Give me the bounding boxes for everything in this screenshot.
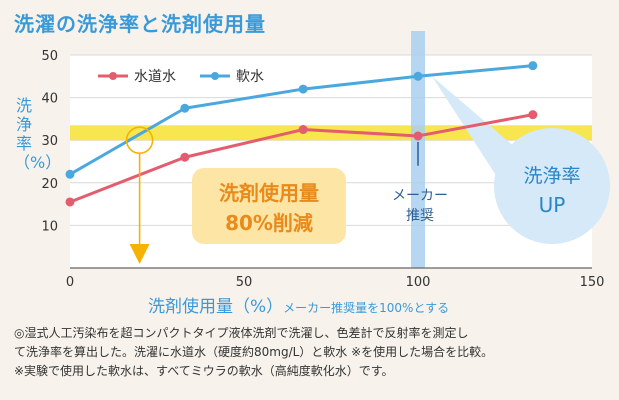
reduction-label: 洗剤使用量 — [219, 181, 319, 205]
data-point — [65, 197, 75, 207]
data-point — [180, 152, 190, 162]
up-label: 洗浄率 — [523, 165, 580, 187]
reduction-arrow-head — [129, 244, 150, 264]
data-point — [413, 131, 423, 141]
legend-label: 水道水 — [134, 69, 176, 85]
legend-marker — [211, 72, 219, 80]
data-point — [65, 169, 75, 179]
data-point — [413, 71, 423, 81]
x-axis-note: メーカー推奨量を100%とする — [283, 301, 450, 315]
y-tick-label: 40 — [41, 92, 58, 107]
recommended-label: メーカー — [392, 188, 448, 204]
x-tick-label: 100 — [406, 275, 431, 290]
y-tick-label: 10 — [41, 219, 58, 234]
x-tick-label: 0 — [66, 275, 74, 290]
y-tick-label: 20 — [41, 177, 58, 192]
page-title: 洗濯の洗浄率と洗剤使用量 — [14, 12, 266, 36]
data-point — [528, 61, 538, 71]
recommended-label: 推奨 — [406, 208, 434, 224]
footnote-line: ◎湿式人工汚染布を超コンパクトタイプ液体洗剤で洗濯し、色差計で反射率を測定し — [14, 326, 469, 340]
legend-label: 軟水 — [236, 69, 264, 85]
reduction-bubble — [192, 168, 346, 244]
data-point — [180, 103, 190, 113]
x-tick-label: 50 — [236, 275, 253, 290]
y-tick-label: 30 — [41, 134, 58, 149]
footnote-line: て洗浄率を算出した。洗濯に水道水（硬度約80mg/L）と軟水 ※を使用した場合を… — [14, 345, 494, 359]
footnote: ◎湿式人工汚染布を超コンパクトタイプ液体洗剤で洗濯し、色差計で反射率を測定し て… — [14, 324, 614, 381]
x-axis-label: 洗剤使用量（%） — [148, 297, 284, 317]
footnote-line: ※実験で使用した軟水は、すべてミウラの軟水（高純度軟化水）です。 — [14, 364, 394, 378]
y-axis-label: 洗浄率（%） — [14, 96, 62, 172]
legend-marker — [109, 72, 117, 80]
reduction-label: 80%削減 — [225, 211, 313, 235]
up-label: UP — [539, 193, 566, 217]
data-point — [298, 125, 308, 135]
y-tick-label: 50 — [41, 49, 58, 64]
x-axis-label-group: 洗剤使用量（%）メーカー推奨量を100%とする — [148, 292, 449, 317]
highlight-band — [70, 125, 592, 141]
up-bubble — [494, 128, 610, 244]
data-point — [528, 110, 538, 120]
x-tick-label: 150 — [580, 275, 605, 290]
data-point — [298, 84, 308, 94]
